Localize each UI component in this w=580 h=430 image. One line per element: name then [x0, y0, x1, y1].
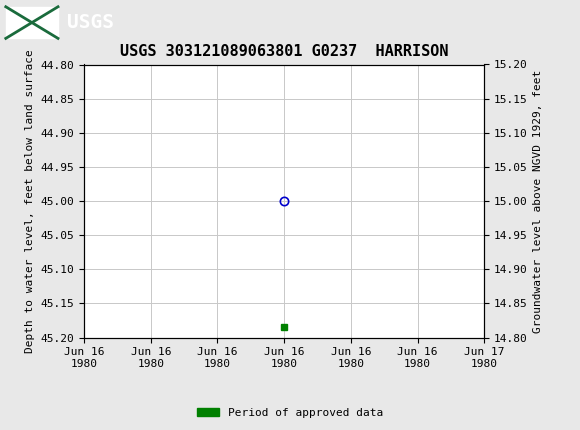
FancyBboxPatch shape [6, 7, 58, 38]
Y-axis label: Groundwater level above NGVD 1929, feet: Groundwater level above NGVD 1929, feet [534, 69, 543, 333]
Title: USGS 303121089063801 G0237  HARRISON: USGS 303121089063801 G0237 HARRISON [120, 44, 448, 59]
Legend: Period of approved data: Period of approved data [193, 403, 387, 422]
Text: USGS: USGS [67, 13, 114, 32]
Y-axis label: Depth to water level, feet below land surface: Depth to water level, feet below land su… [25, 49, 35, 353]
